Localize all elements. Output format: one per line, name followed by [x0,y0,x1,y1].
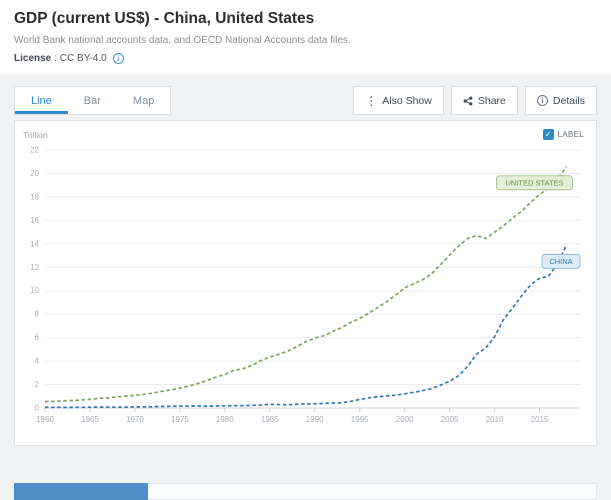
chart-header-row: Trillion LABEL [15,121,596,142]
y-axis-tick-label: 2 [35,380,40,389]
share-label: Share [477,94,506,107]
x-axis-tick-label: 1985 [261,415,279,424]
y-axis-tick-label: 6 [35,333,40,342]
gdp-line-chart: 0 2 4 6 8 10 12 14 16 18 20 22 1960 1965 1970 1975 1980 1… [30,146,581,424]
united-states-line [44,166,568,403]
x-axis-tick-label: 1960 [36,415,54,424]
y-axis-tick-label: 4 [35,357,40,366]
checkbox-checked-icon [542,129,554,140]
x-axis-tick-label: 1995 [351,415,369,424]
y-axis-tick-label: 16 [30,216,39,225]
china-line [44,244,568,409]
details-button[interactable]: Details [524,86,597,115]
unit-label: Trillion [23,129,48,140]
x-axis-tick-label: 1965 [81,415,99,424]
x-axis-tick-label: 2005 [441,415,459,424]
tab-line[interactable]: Line [15,87,68,114]
license-info-icon[interactable] [112,53,124,64]
label-checkbox[interactable]: LABEL [542,129,584,140]
table-header-cell-partial[interactable] [14,483,148,500]
y-axis-tick-label: 10 [30,286,39,295]
tab-bar[interactable]: Bar [83,94,101,107]
label-checkbox-text: LABEL [557,130,584,139]
svg-text:UNITED STATES: UNITED STATES [505,178,563,187]
x-axis-tick-label: 1975 [171,415,189,424]
also-show-label: Also Show [382,94,432,107]
table-body-partial [148,483,597,500]
toolbar-buttons: Also Show Share Details [353,86,597,115]
x-axis-tick-label: 2000 [396,415,414,424]
share-button[interactable]: Share [450,86,518,115]
y-axis-tick-label: 20 [30,169,39,178]
chart-panel: Trillion LABEL 0 2 4 6 8 10 12 14 16 18 20 22 1960 19… [14,120,597,446]
also-show-button[interactable]: Also Show [353,86,444,115]
x-axis-tick-label: 1970 [126,415,144,424]
worldbank-indicator-page: GDP (current US$) - China, United States… [0,0,611,446]
x-axis-tick-label: 2010 [486,415,504,424]
x-axis-tick-label: 1980 [216,415,234,424]
page-title: GDP (current US$) - China, United States [14,10,315,27]
y-axis-tick-label: 14 [30,239,39,248]
tab-map[interactable]: Map [132,94,155,107]
license-row: License : CC BY-4.0 [14,53,595,64]
license-label: License [14,53,52,64]
details-info-icon [536,95,548,106]
page-header: GDP (current US$) - China, United States… [0,0,611,74]
chart-type-tabs: Line Bar Map [14,86,172,115]
united-states-label-pill: UNITED STATES [496,175,573,191]
y-axis-tick-label: 18 [30,192,39,201]
y-axis-tick-label: 0 [35,404,40,413]
y-axis-tick-label: 8 [35,310,40,319]
kebab-icon [365,95,377,107]
share-icon [463,96,473,105]
y-axis-tick-label: 12 [30,263,39,272]
license-value: : CC BY-4.0 [54,53,107,64]
x-axis-tick-label: 2015 [531,415,549,424]
y-axis-tick-label: 22 [30,146,39,155]
data-table-partial [14,483,597,500]
china-label-pill: CHINA [541,253,581,269]
svg-text:CHINA: CHINA [549,257,572,266]
x-axis-tick-label: 1990 [306,415,324,424]
source-note: World Bank national accounts data, and O… [14,35,351,46]
chart-toolbar: Line Bar Map Also Show Share Details [14,86,597,115]
details-label: Details [552,94,585,107]
